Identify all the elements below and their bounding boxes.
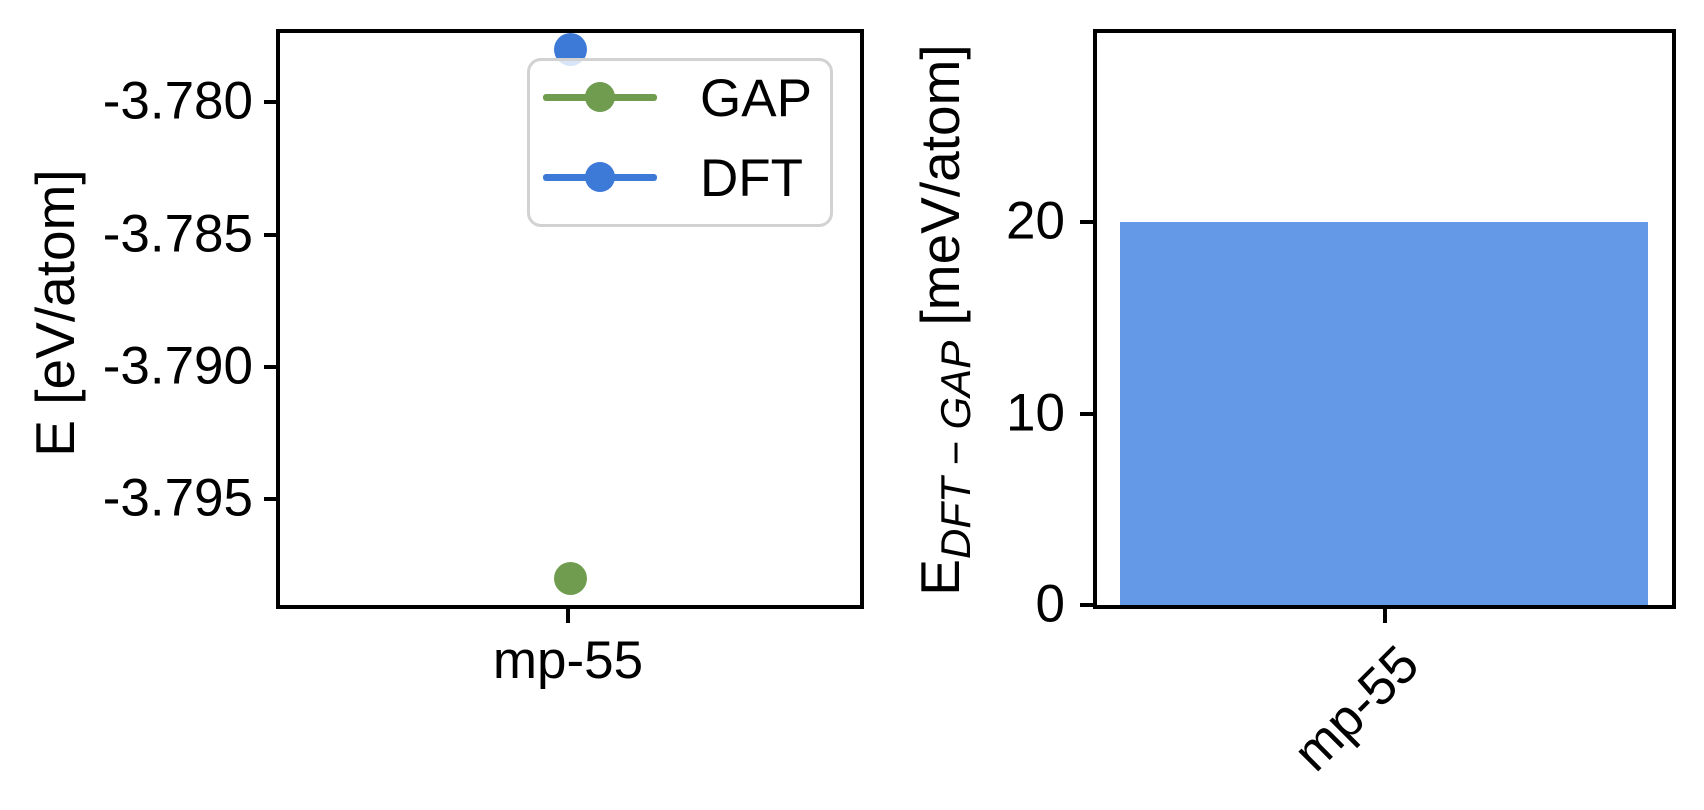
y-tick-label: -3.795 xyxy=(102,468,253,528)
y-tick-mark xyxy=(264,364,277,369)
diff-y-label-subscript: DFT − GAP xyxy=(932,340,979,559)
diff-x-tick-mark xyxy=(1383,607,1387,623)
energy-x-tick-mark xyxy=(566,607,570,623)
difference-bar xyxy=(1120,222,1648,605)
y-tick-mark xyxy=(264,100,277,105)
y-tick-label: -3.785 xyxy=(102,204,253,264)
y-tick-mark xyxy=(1080,220,1093,225)
y-tick-label: 10 xyxy=(1006,383,1065,443)
y-tick-label: -3.780 xyxy=(102,71,253,131)
diff-y-label-unit: [meV/atom] xyxy=(909,44,971,341)
diff-x-tick-label: mp-55 xyxy=(1282,634,1431,783)
legend-marker-gap xyxy=(585,82,615,112)
y-tick-label: 20 xyxy=(1006,191,1065,251)
legend-box: GAP DFT xyxy=(527,58,833,227)
y-tick-mark xyxy=(264,232,277,237)
y-tick-label: 0 xyxy=(1035,574,1065,634)
legend-marker-dft xyxy=(585,162,615,192)
diff-y-axis-label: EDFT − GAP [meV/atom] xyxy=(908,35,979,605)
energy-x-tick-label: mp-55 xyxy=(492,631,644,690)
data-point-gap xyxy=(553,562,587,596)
legend-label-dft: DFT xyxy=(700,149,804,208)
y-tick-label: -3.790 xyxy=(102,336,253,396)
y-tick-mark xyxy=(1080,411,1093,416)
legend-label-gap: GAP xyxy=(700,69,812,128)
y-tick-mark xyxy=(264,497,277,502)
y-tick-mark xyxy=(1080,603,1093,607)
